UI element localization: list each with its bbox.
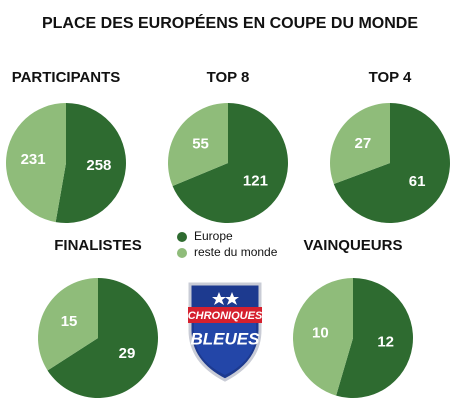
data-label: 61 — [409, 173, 426, 190]
logo: CHRONIQUES BLEUES — [188, 282, 263, 382]
data-label: 10 — [312, 324, 329, 341]
pie-slice — [333, 103, 451, 223]
data-label: 258 — [86, 157, 111, 174]
pie-slice — [330, 103, 390, 184]
pie-title: FINALISTES — [54, 237, 142, 254]
data-label: 15 — [61, 313, 78, 330]
pie-slice — [5, 103, 66, 223]
legend-label: reste du monde — [194, 245, 278, 259]
pie-slice — [336, 278, 413, 398]
data-label: 29 — [119, 345, 136, 362]
pie-slice — [168, 103, 228, 186]
logo-lower — [194, 322, 256, 375]
pie-slice — [55, 103, 126, 223]
pie-title: TOP 4 — [369, 69, 412, 86]
data-label: 12 — [377, 334, 394, 351]
logo-text: CHRONIQUES — [188, 310, 263, 322]
pie-slice — [38, 278, 98, 371]
data-label: 55 — [192, 136, 209, 153]
legend-label: Europe — [194, 229, 233, 243]
legend-swatch — [177, 232, 187, 242]
pie-title: VAINQUEURS — [304, 237, 403, 254]
main-title: PLACE DES EUROPÉENS EN COUPE DU MONDE — [42, 13, 418, 32]
pie-slice — [293, 278, 353, 396]
logo-banner — [188, 307, 262, 323]
pie-slice — [47, 278, 158, 398]
pie-title: PARTICIPANTS — [12, 69, 121, 86]
data-label: 231 — [21, 151, 46, 168]
pie-title: TOP 8 — [207, 69, 250, 86]
legend-swatch — [177, 248, 187, 258]
data-label: 121 — [243, 172, 268, 189]
data-label: 27 — [355, 135, 372, 152]
pie-slice — [172, 103, 288, 223]
logo-star — [212, 292, 226, 305]
logo-text: BLEUES — [191, 329, 261, 348]
logo-star — [225, 292, 239, 305]
